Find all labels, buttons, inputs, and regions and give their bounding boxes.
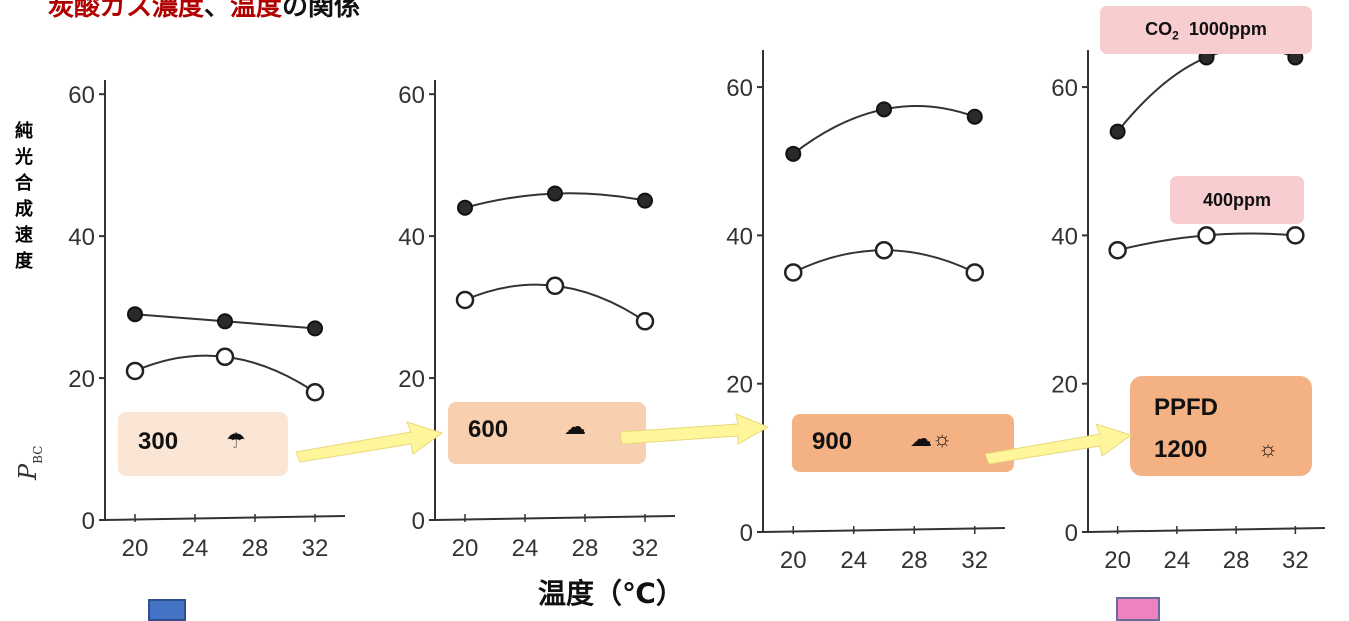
x-axis-line xyxy=(104,515,346,521)
co2-400ppm-label: 400ppm xyxy=(1170,176,1304,224)
y-axis-symbol-letter: P xyxy=(14,463,42,480)
chart-panel-ppfd-1200: 0 20 40 60 20 24 28 32 xyxy=(1051,47,1326,574)
data-point-filled xyxy=(785,145,802,162)
x-axis-title: 温度（℃） xyxy=(538,578,684,609)
data-point-open xyxy=(874,240,894,260)
y-axis-symbol-sub: BC xyxy=(30,445,45,464)
data-point-filled xyxy=(547,185,563,202)
y-tick-label: 20 xyxy=(726,372,753,399)
y-axis-label: 純光合成速度 xyxy=(15,121,33,271)
y-tick-label: 0 xyxy=(740,520,753,547)
cloud-icon: ☁ xyxy=(564,414,586,439)
y-tick-label: 40 xyxy=(398,224,425,251)
y-tick-label: 60 xyxy=(68,82,95,109)
y-axis-symbol: PBC xyxy=(14,446,45,480)
data-point-open xyxy=(305,383,325,402)
x-axis-line xyxy=(762,527,1006,533)
data-point-open xyxy=(545,276,565,296)
x-tick-label: 32 xyxy=(1282,547,1309,574)
ppfd-box-1200: PPFD 1200 ☼ xyxy=(1130,376,1312,476)
x-tick-label: 20 xyxy=(452,535,479,562)
umbrella-icon: ☂ xyxy=(226,428,246,453)
y-tick-label: 40 xyxy=(726,223,753,250)
data-point-open xyxy=(635,312,655,331)
data-point-open xyxy=(1108,240,1127,260)
slide-title: 炭酸ガス濃度、温度の関係 xyxy=(48,0,360,23)
co2-high-value: 1000ppm xyxy=(1188,19,1267,39)
co2-prefix: CO xyxy=(1145,19,1173,39)
chart-panel-ppfd-900: 0 20 40 60 20 24 28 32 xyxy=(726,50,1006,574)
data-point-filled xyxy=(217,313,233,330)
x-tick-label: 20 xyxy=(122,535,149,562)
x-tick-label: 24 xyxy=(182,535,209,562)
y-tick-label: 40 xyxy=(68,224,95,251)
title-part-co2: 炭酸ガス濃度 xyxy=(48,0,205,21)
data-point-open xyxy=(965,263,984,282)
y-tick-label: 20 xyxy=(68,366,95,393)
ppfd-box-900: 900 ☁☼ xyxy=(792,414,1014,472)
y-tick-label: 20 xyxy=(398,366,425,393)
data-point-open xyxy=(125,361,145,381)
arrow-300-to-600 xyxy=(296,421,444,463)
arrow-600-to-900 xyxy=(620,413,770,445)
ppfd-value-1200: 1200 xyxy=(1154,436,1208,463)
x-tick-label: 24 xyxy=(1164,547,1191,574)
data-point-open xyxy=(215,347,235,367)
x-tick-label: 32 xyxy=(632,535,659,562)
y-tick-label: 60 xyxy=(726,75,753,102)
arrow-900-to-1200 xyxy=(985,423,1133,465)
data-point-filled xyxy=(876,101,892,118)
title-part-relation: の関係 xyxy=(282,0,361,21)
x-tick-label: 32 xyxy=(961,547,988,574)
x-axis-line xyxy=(434,515,676,521)
co2-1000ppm-label: CO2 1000ppm xyxy=(1100,6,1312,54)
chart-panel-ppfd-600: 0 20 40 60 20 24 28 32 xyxy=(398,80,676,562)
blue-square-marker xyxy=(148,599,186,621)
y-tick-label: 60 xyxy=(1051,75,1078,102)
y-tick-label: 0 xyxy=(1065,520,1078,547)
chart-panel-ppfd-300: 0 20 40 60 20 24 28 32 xyxy=(68,80,346,562)
ppfd-value-600: 600 xyxy=(468,416,509,443)
data-point-open xyxy=(1286,226,1305,245)
ppfd-value-900: 900 xyxy=(812,428,853,455)
title-part-temp: 温度 xyxy=(230,0,283,21)
data-point-filled xyxy=(457,199,473,216)
ppfd-value-300: 300 xyxy=(138,428,179,455)
x-tick-label: 32 xyxy=(302,535,329,562)
x-tick-label: 20 xyxy=(1104,547,1131,574)
data-point-filled xyxy=(127,306,143,323)
sun-icon: ☼ xyxy=(1258,436,1279,461)
y-tick-label: 0 xyxy=(82,508,95,535)
x-tick-label: 28 xyxy=(572,535,599,562)
data-point-open xyxy=(1197,226,1216,245)
x-tick-label: 28 xyxy=(1223,547,1250,574)
x-tick-label: 20 xyxy=(780,547,807,574)
pink-square-marker xyxy=(1116,597,1160,621)
cloud-sun-icon: ☁☼ xyxy=(910,426,953,451)
ppfd-box-300: 300 ☂ xyxy=(118,412,288,476)
data-point-filled xyxy=(966,108,983,125)
co2-subscript: 2 xyxy=(1172,28,1179,43)
x-axis-line xyxy=(1087,527,1326,533)
data-point-filled xyxy=(637,192,653,209)
x-tick-label: 28 xyxy=(242,535,269,562)
title-separator: 、 xyxy=(204,0,231,21)
co2-formula: CO2 xyxy=(1145,19,1179,43)
ppfd-box-600: 600 ☁ xyxy=(448,402,646,464)
data-point-filled xyxy=(1109,123,1126,140)
y-tick-label: 0 xyxy=(412,508,425,535)
y-tick-label: 40 xyxy=(1051,223,1078,250)
x-tick-label: 24 xyxy=(512,535,539,562)
data-point-filled xyxy=(307,320,323,337)
x-tick-label: 24 xyxy=(840,547,867,574)
y-tick-label: 60 xyxy=(398,82,425,109)
x-tick-label: 28 xyxy=(901,547,928,574)
ppfd-label: PPFD xyxy=(1154,394,1219,421)
data-point-open xyxy=(455,290,475,310)
data-point-open xyxy=(784,263,803,282)
y-tick-label: 20 xyxy=(1051,372,1078,399)
